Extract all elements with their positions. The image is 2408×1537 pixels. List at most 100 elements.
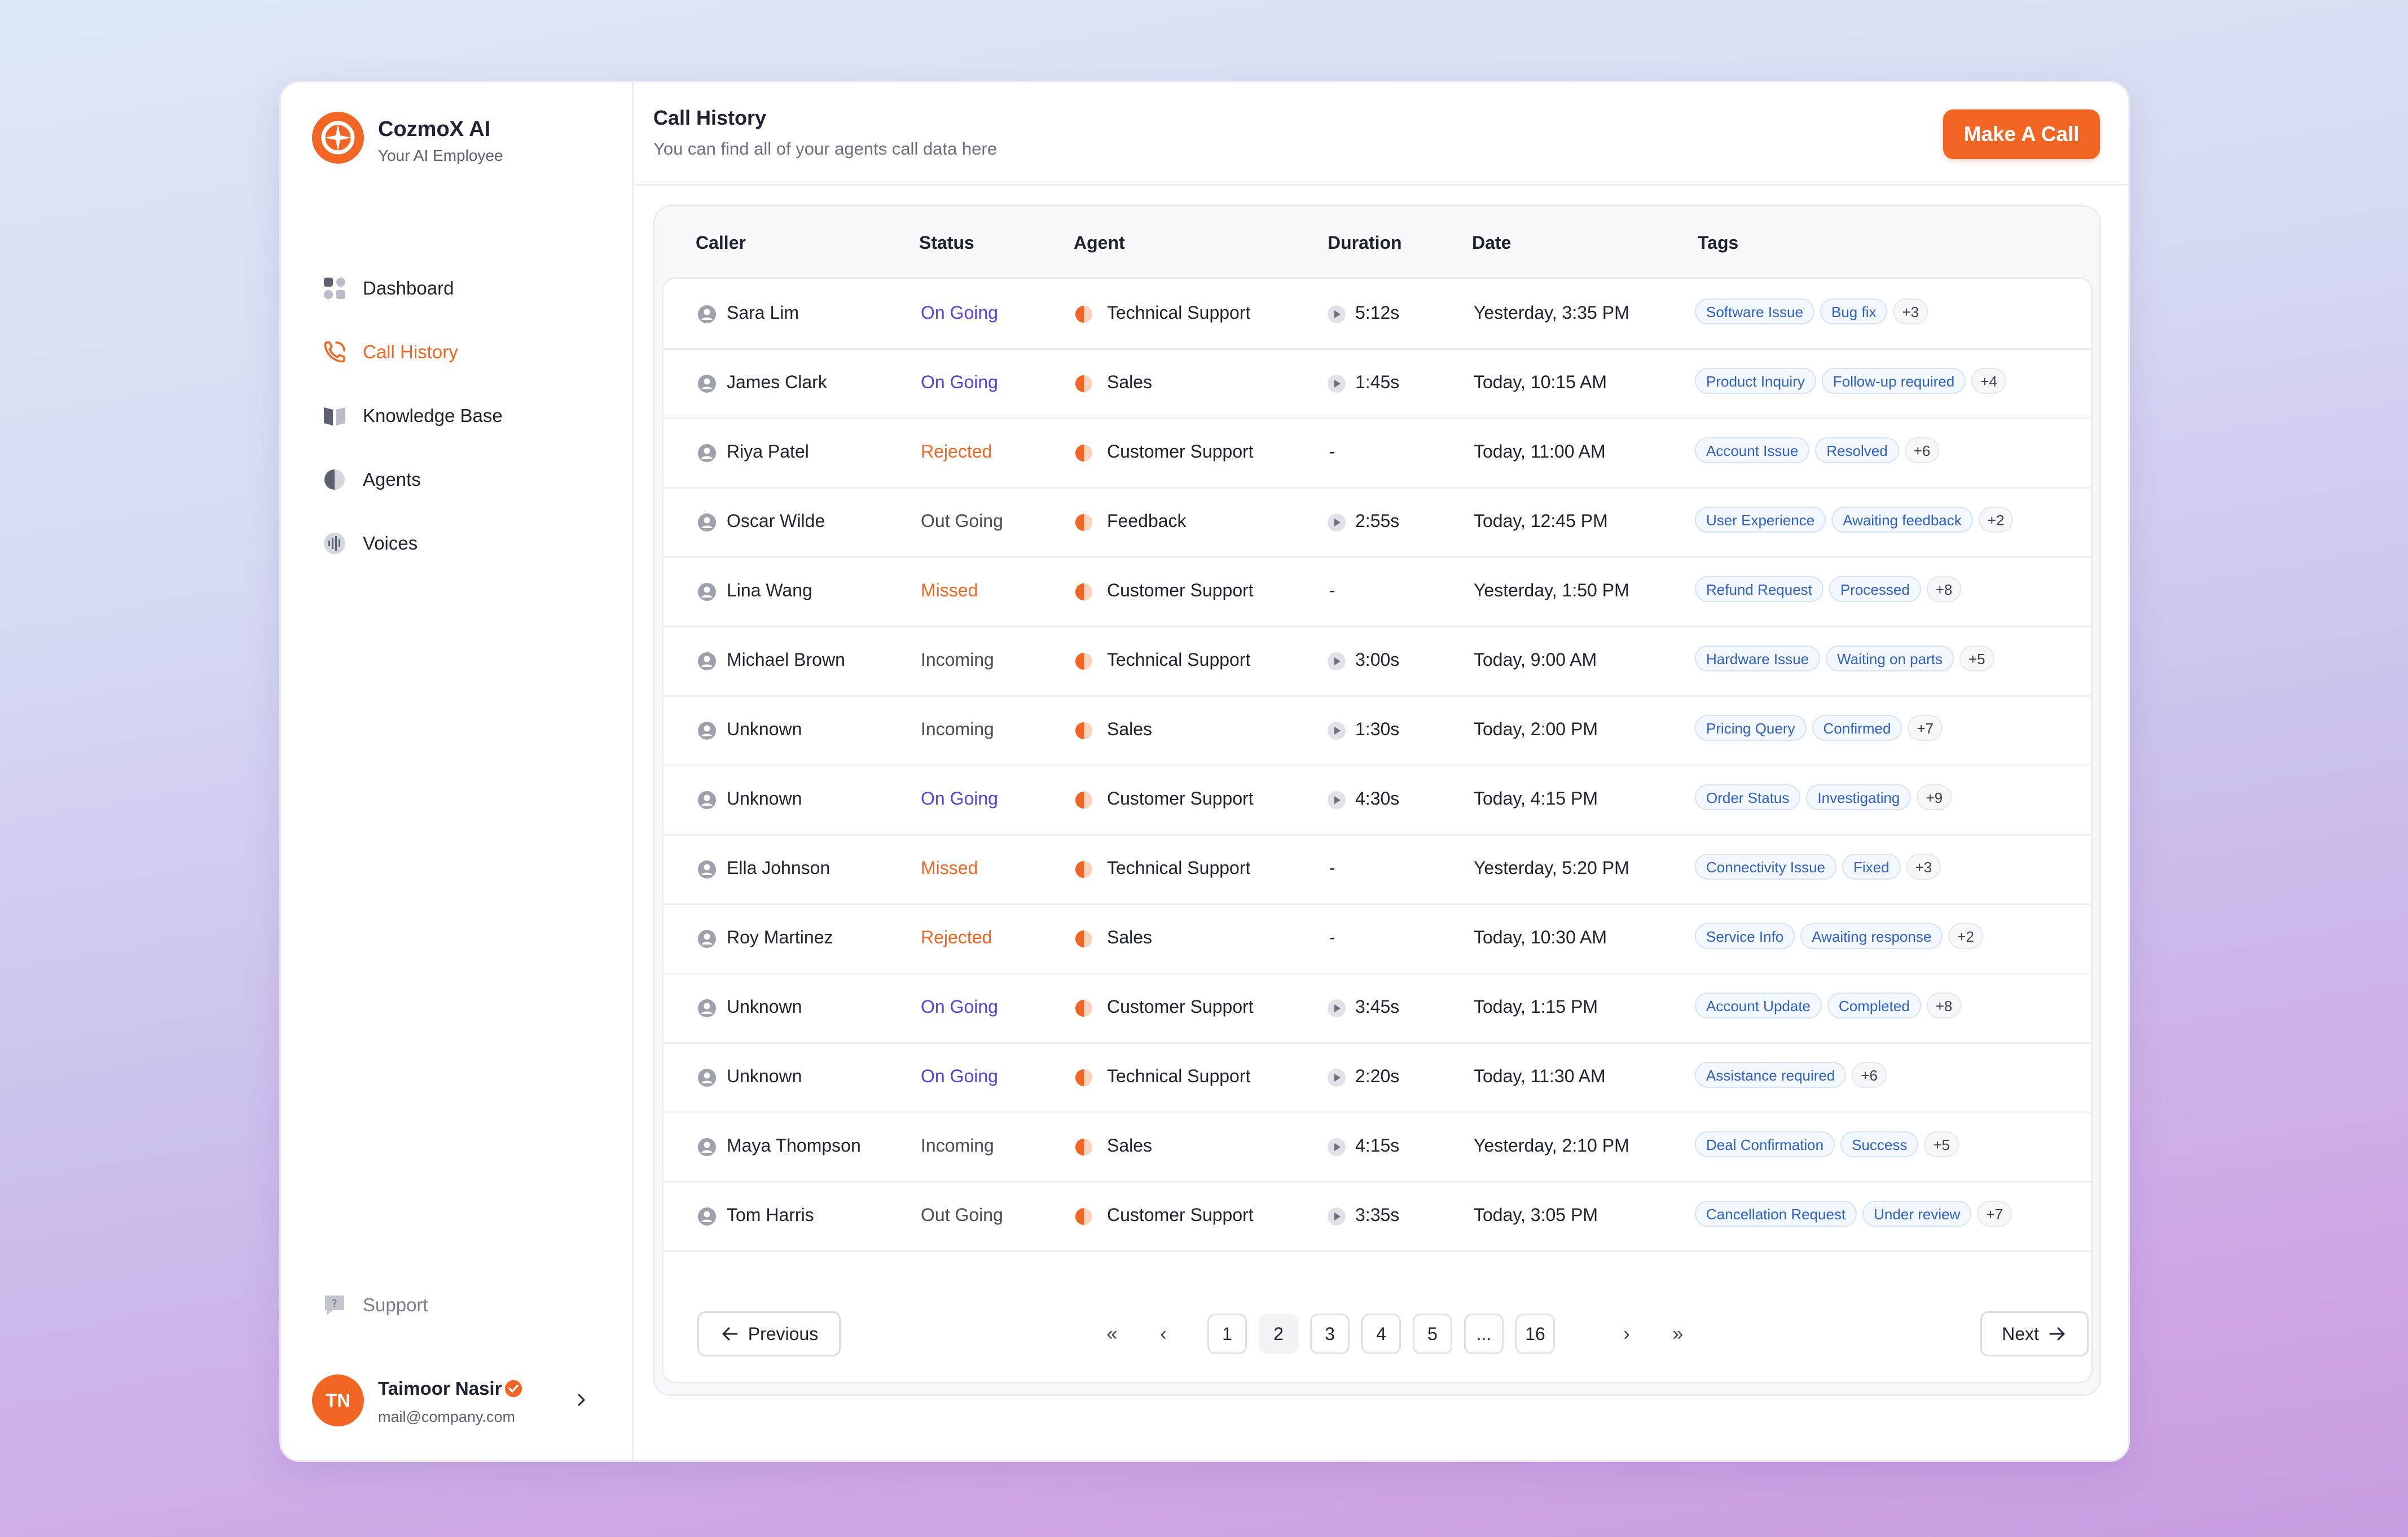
tag-chip[interactable]: Assistance required	[1695, 1062, 1847, 1088]
tag-chip[interactable]: Software Issue	[1695, 298, 1814, 324]
table-row[interactable]: Unknown On Going Technical Support 2:20s Tod…	[663, 1042, 2091, 1113]
sidebar-item-call-history[interactable]: Call History	[312, 331, 605, 376]
table-row[interactable]: Unknown Incoming Sales 1:30s Today, 2:00 PM P…	[663, 695, 2091, 766]
sidebar-item-agents[interactable]: Agents	[312, 459, 605, 504]
tag-chip[interactable]: Order Status	[1695, 784, 1801, 810]
table-row[interactable]: Riya Patel Rejected Customer Support - Today…	[663, 418, 2091, 489]
page-number-button[interactable]: 4	[1361, 1314, 1401, 1354]
support-link[interactable]: ? Support	[312, 1284, 605, 1329]
sidebar-item-knowledge-base[interactable]: Knowledge Base	[312, 395, 605, 440]
tag-chip[interactable]: Awaiting response	[1800, 923, 1943, 949]
tag-list: Software Issue Bug fix +3	[1695, 298, 1928, 327]
arrow-left-icon	[722, 1327, 738, 1341]
tag-chip[interactable]: Cancellation Request	[1695, 1201, 1857, 1227]
next-page-chevron-icon[interactable]: ›	[1623, 1323, 1630, 1345]
page-number-button[interactable]: 3	[1310, 1314, 1350, 1354]
next-page-button[interactable]: Next	[1980, 1311, 2089, 1356]
tag-chip[interactable]: Deal Confirmation	[1695, 1131, 1835, 1157]
tag-chip[interactable]: Account Issue	[1695, 437, 1810, 463]
tag-chip[interactable]: Hardware Issue	[1695, 645, 1821, 671]
duration-value: 3:35s	[1355, 1205, 1400, 1225]
play-icon[interactable]	[1327, 791, 1346, 810]
more-tags-badge[interactable]: +5	[1924, 1131, 1959, 1157]
page-number-button[interactable]: 1	[1207, 1314, 1247, 1354]
sidebar-item-dashboard[interactable]: Dashboard	[312, 267, 605, 313]
tag-chip[interactable]: Fixed	[1842, 854, 1901, 880]
tag-chip[interactable]: Follow-up required	[1821, 368, 1966, 394]
page-ellipsis[interactable]: ...	[1464, 1314, 1504, 1354]
more-tags-badge[interactable]: +5	[1959, 645, 1994, 671]
last-page-icon[interactable]: »	[1672, 1323, 1684, 1345]
play-icon[interactable]	[1327, 1138, 1346, 1157]
tag-chip[interactable]: Processed	[1829, 576, 1921, 602]
table-row[interactable]: Unknown On Going Customer Support 4:30s Toda…	[663, 765, 2091, 836]
play-icon[interactable]	[1327, 721, 1346, 740]
page-number-button[interactable]: 2	[1259, 1314, 1298, 1354]
first-page-icon[interactable]: «	[1106, 1323, 1118, 1345]
tag-chip[interactable]: Investigating	[1806, 784, 1912, 810]
play-icon[interactable]	[1327, 513, 1346, 532]
column-header-agent[interactable]: Agent	[1074, 232, 1125, 253]
person-icon	[698, 930, 716, 948]
table-row[interactable]: James Clark On Going Sales 1:45s Today, 10:1…	[663, 348, 2091, 419]
more-tags-badge[interactable]: +4	[1971, 368, 2006, 394]
tag-chip[interactable]: User Experience	[1695, 507, 1826, 533]
column-header-date[interactable]: Date	[1472, 232, 1511, 253]
sidebar: CozmoX AI Your AI Employee Dashboard Cal…	[281, 82, 634, 1460]
play-icon[interactable]	[1327, 305, 1346, 324]
play-icon[interactable]	[1327, 999, 1346, 1018]
prev-page-chevron-icon[interactable]: ‹	[1160, 1323, 1167, 1345]
table-row[interactable]: Oscar Wilde Out Going Feedback 2:55s Today, …	[663, 487, 2091, 558]
more-tags-badge[interactable]: +7	[1908, 715, 1943, 741]
column-header-caller[interactable]: Caller	[696, 232, 746, 253]
sidebar-item-voices[interactable]: Voices	[312, 522, 605, 568]
tag-chip[interactable]: Waiting on parts	[1826, 645, 1954, 671]
column-header-status[interactable]: Status	[919, 232, 974, 253]
page-number-button[interactable]: 16	[1515, 1314, 1555, 1354]
more-tags-badge[interactable]: +8	[1926, 993, 1962, 1018]
table-row[interactable]: Michael Brown Incoming Technical Support 3:…	[663, 626, 2091, 697]
table-row[interactable]: Ella Johnson Missed Technical Support - Yest…	[663, 834, 2091, 905]
more-tags-badge[interactable]: +3	[1893, 298, 1928, 324]
chevron-right-icon[interactable]	[573, 1391, 590, 1408]
tag-chip[interactable]: Completed	[1827, 993, 1921, 1018]
table-row[interactable]: Tom Harris Out Going Customer Support 3:35s…	[663, 1181, 2091, 1252]
tag-chip[interactable]: Under review	[1862, 1201, 1972, 1227]
table-row[interactable]: Lina Wang Missed Customer Support - Yesterda…	[663, 556, 2091, 627]
more-tags-badge[interactable]: +9	[1917, 784, 1952, 810]
more-tags-badge[interactable]: +2	[1948, 923, 1983, 949]
column-header-tags[interactable]: Tags	[1698, 232, 1739, 253]
tag-chip[interactable]: Refund Request	[1695, 576, 1823, 602]
make-call-button[interactable]: Make A Call	[1943, 109, 2100, 159]
tag-chip[interactable]: Service Info	[1695, 923, 1795, 949]
tag-chip[interactable]: Account Update	[1695, 993, 1822, 1018]
more-tags-badge[interactable]: +8	[1926, 576, 1962, 602]
main-content: Call History You can find all of your ag…	[632, 82, 2128, 1460]
table-row[interactable]: Roy Martinez Rejected Sales - Today, 10:30 A…	[663, 903, 2091, 974]
more-tags-badge[interactable]: +2	[1978, 507, 2014, 533]
tag-chip[interactable]: Success	[1840, 1131, 1919, 1157]
tag-chip[interactable]: Awaiting feedback	[1831, 507, 1973, 533]
support-label: Support	[363, 1294, 428, 1315]
tag-chip[interactable]: Pricing Query	[1695, 715, 1807, 741]
more-tags-badge[interactable]: +7	[1977, 1201, 2012, 1227]
tag-chip[interactable]: Confirmed	[1812, 715, 1902, 741]
table-row[interactable]: Maya Thompson Incoming Sales 4:15s Yesterday…	[663, 1112, 2091, 1183]
more-tags-badge[interactable]: +6	[1904, 437, 1940, 463]
play-icon[interactable]	[1327, 1068, 1346, 1087]
table-row[interactable]: Sara Lim On Going Technical Support 5:12s Ye…	[663, 279, 2091, 350]
play-icon[interactable]	[1327, 1207, 1346, 1226]
tag-chip[interactable]: Product Inquiry	[1695, 368, 1816, 394]
more-tags-badge[interactable]: +3	[1906, 854, 1941, 880]
play-icon[interactable]	[1327, 652, 1346, 671]
user-profile[interactable]: TN Taimoor Nasir mail@company.com	[312, 1374, 605, 1437]
previous-page-button[interactable]: Previous	[697, 1311, 841, 1356]
tag-chip[interactable]: Bug fix	[1820, 298, 1888, 324]
tag-chip[interactable]: Connectivity Issue	[1695, 854, 1836, 880]
play-icon[interactable]	[1327, 374, 1346, 393]
column-header-duration[interactable]: Duration	[1328, 232, 1402, 253]
page-number-button[interactable]: 5	[1413, 1314, 1452, 1354]
more-tags-badge[interactable]: +6	[1852, 1062, 1887, 1088]
table-row[interactable]: Unknown On Going Customer Support 3:45s Toda…	[663, 973, 2091, 1044]
tag-chip[interactable]: Resolved	[1815, 437, 1899, 463]
